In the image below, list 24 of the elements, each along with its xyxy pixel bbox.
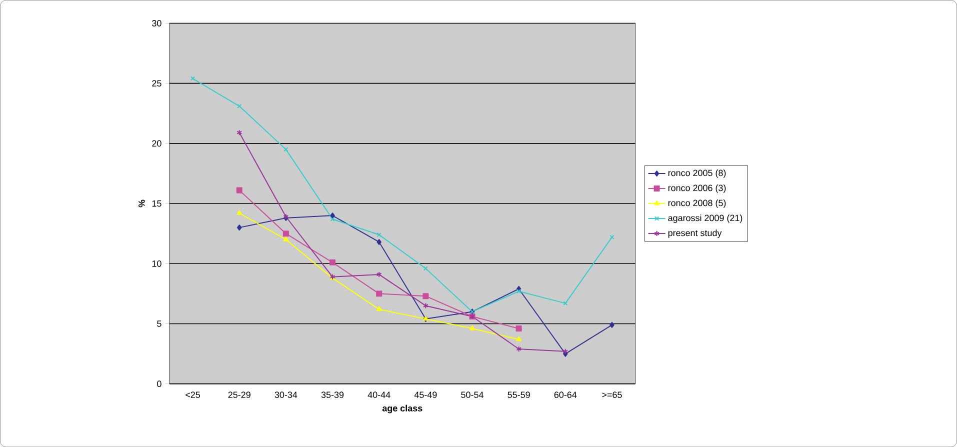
x-tick-label: >=65: [602, 392, 622, 398]
x-tick-label: 30-34: [274, 392, 298, 398]
x-axis-title: age class: [382, 404, 422, 414]
x-tick-label: 55-59: [508, 392, 530, 398]
legend-label: ronco 2006 (3): [668, 184, 726, 193]
x-tick-label: <25: [186, 392, 200, 398]
y-tick-label: 20: [152, 140, 162, 147]
y-tick-label: 30: [152, 20, 162, 26]
x-tick-label: 35-39: [321, 392, 344, 398]
y-tick-label: 5: [157, 320, 162, 327]
x-tick-label: 25-29: [228, 392, 250, 398]
x-tick-label: 45-49: [414, 392, 437, 398]
x-tick-label: 50-54: [461, 392, 484, 398]
legend-label: ronco 2005 (8): [668, 169, 726, 178]
y-tick-label: 15: [152, 200, 162, 207]
y-tick-label: 25: [152, 80, 162, 86]
legend-label: present study: [668, 229, 722, 238]
y-tick-label: 10: [152, 260, 162, 267]
x-tick-label: 60-64: [554, 392, 577, 398]
legend-label: agarossi 2009 (21): [668, 214, 742, 223]
y-axis-title: %: [138, 200, 145, 208]
x-tick-label: 40-44: [368, 392, 390, 398]
y-tick-label: 0: [157, 380, 162, 387]
legend-label: ronco 2008 (5): [668, 199, 726, 208]
